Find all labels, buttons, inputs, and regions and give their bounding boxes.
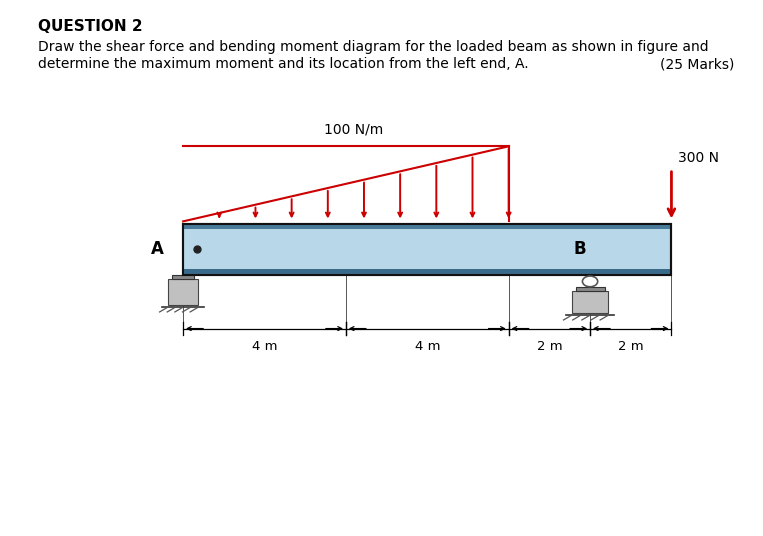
Text: 2 m: 2 m xyxy=(618,340,643,353)
Text: 4 m: 4 m xyxy=(414,340,440,353)
Text: (25 Marks): (25 Marks) xyxy=(660,57,734,71)
Bar xyxy=(183,224,671,275)
Bar xyxy=(575,287,604,291)
Bar xyxy=(168,279,198,305)
Text: B: B xyxy=(574,240,586,258)
Bar xyxy=(183,224,671,229)
Text: 4 m: 4 m xyxy=(252,340,277,353)
Text: 100 N/m: 100 N/m xyxy=(324,123,383,137)
Circle shape xyxy=(582,276,597,287)
Text: QUESTION 2: QUESTION 2 xyxy=(38,19,143,34)
Text: 300 N: 300 N xyxy=(678,151,719,165)
Text: A: A xyxy=(151,240,164,258)
Bar xyxy=(183,269,671,275)
Bar xyxy=(183,224,671,275)
Text: Draw the shear force and bending moment diagram for the loaded beam as shown in : Draw the shear force and bending moment … xyxy=(38,40,709,54)
Text: determine the maximum moment and its location from the left end, A.: determine the maximum moment and its loc… xyxy=(38,57,529,71)
Text: 2 m: 2 m xyxy=(536,340,562,353)
Bar xyxy=(172,275,194,279)
Bar xyxy=(571,291,608,313)
